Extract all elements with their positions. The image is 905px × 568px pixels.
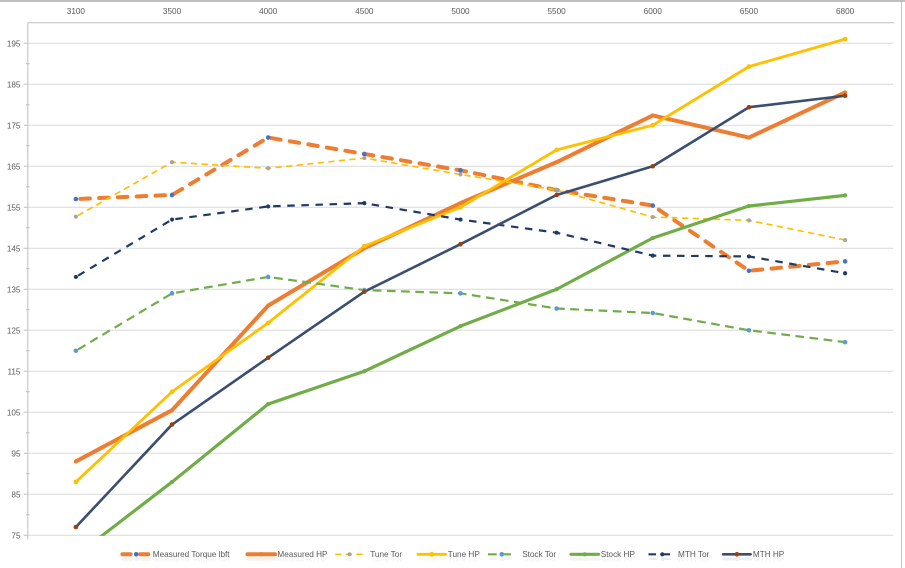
svg-text:195: 195: [7, 39, 21, 48]
svg-text:4000: 4000: [259, 7, 278, 16]
svg-text:95: 95: [11, 449, 21, 458]
svg-text:135: 135: [7, 285, 21, 294]
svg-text:MTH HP: MTH HP: [753, 555, 785, 564]
svg-text:Measured Torque lbft: Measured Torque lbft: [153, 555, 230, 564]
svg-text:75: 75: [11, 531, 21, 540]
svg-text:185: 185: [7, 80, 21, 89]
svg-text:Tune HP: Tune HP: [448, 555, 481, 564]
svg-text:105: 105: [7, 408, 21, 417]
svg-text:Tune Tor: Tune Tor: [371, 555, 403, 564]
svg-text:Tune Tor: Tune Tor: [370, 550, 402, 559]
svg-text:6500: 6500: [740, 7, 759, 16]
svg-text:125: 125: [7, 326, 21, 335]
svg-text:Stock HP: Stock HP: [601, 555, 636, 564]
svg-text:Measured HP: Measured HP: [278, 555, 329, 564]
svg-text:MTH Tor: MTH Tor: [679, 555, 711, 564]
svg-text:5500: 5500: [548, 7, 567, 16]
svg-text:5000: 5000: [451, 7, 470, 16]
svg-text:4500: 4500: [355, 7, 374, 16]
svg-text:175: 175: [7, 121, 21, 130]
svg-text:Measured Torque lbft: Measured Torque lbft: [153, 550, 230, 559]
svg-text:3500: 3500: [163, 7, 182, 16]
svg-text:Tune HP: Tune HP: [448, 550, 481, 559]
svg-text:145: 145: [7, 244, 21, 253]
svg-text:155: 155: [7, 203, 21, 212]
svg-text:115: 115: [7, 367, 20, 376]
svg-text:MTH HP: MTH HP: [753, 550, 785, 559]
svg-text:3100: 3100: [67, 7, 86, 16]
svg-text:6000: 6000: [644, 7, 663, 16]
svg-text:Stock Tor: Stock Tor: [522, 550, 556, 559]
svg-text:Measured HP: Measured HP: [277, 550, 328, 559]
svg-text:85: 85: [11, 490, 21, 499]
svg-text:6800: 6800: [836, 7, 855, 16]
svg-text:165: 165: [7, 162, 21, 171]
svg-text:Stock HP: Stock HP: [601, 550, 636, 559]
svg-text:MTH Tor: MTH Tor: [678, 550, 710, 559]
svg-text:Stock Tor: Stock Tor: [523, 555, 557, 564]
